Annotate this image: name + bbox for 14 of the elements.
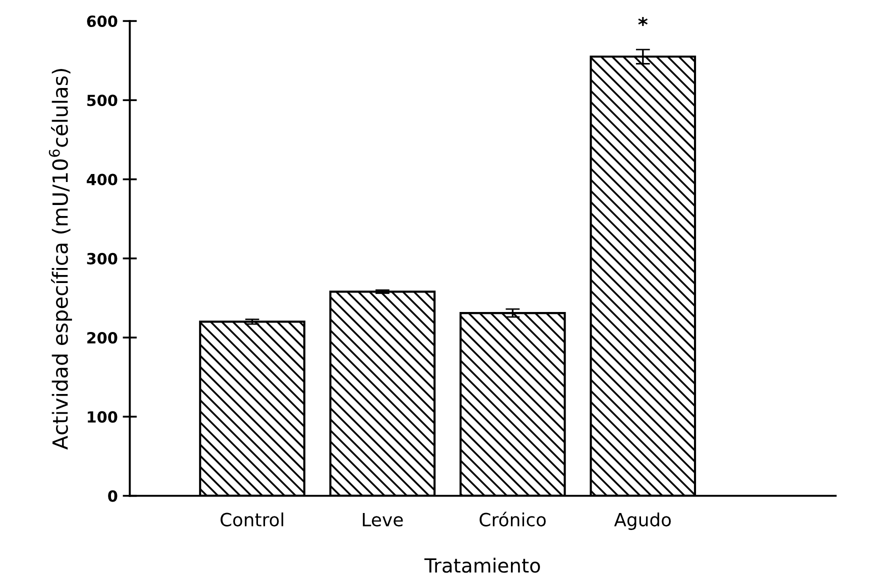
annotation: * — [638, 17, 648, 26]
y-tick-label: 500 — [87, 94, 118, 106]
x-tick-label: Agudo — [614, 512, 671, 530]
x-axis-title: Tratamiento — [424, 558, 540, 573]
x-tick-label: Control — [220, 512, 284, 526]
y-tick-label: 0 — [108, 490, 118, 502]
y-tick-label: 600 — [87, 15, 118, 28]
y-tick-label: 200 — [87, 332, 118, 344]
y-tick-label: 100 — [88, 411, 118, 423]
x-tick-label: Leve — [362, 513, 403, 526]
y-tick-label: 400 — [86, 174, 118, 186]
y-tick-label: 300 — [87, 252, 118, 264]
x-tick-label: Crónico — [480, 512, 546, 526]
y-axis-title: Actividad específica (mU/10$^{6}$células) — [48, 68, 72, 450]
